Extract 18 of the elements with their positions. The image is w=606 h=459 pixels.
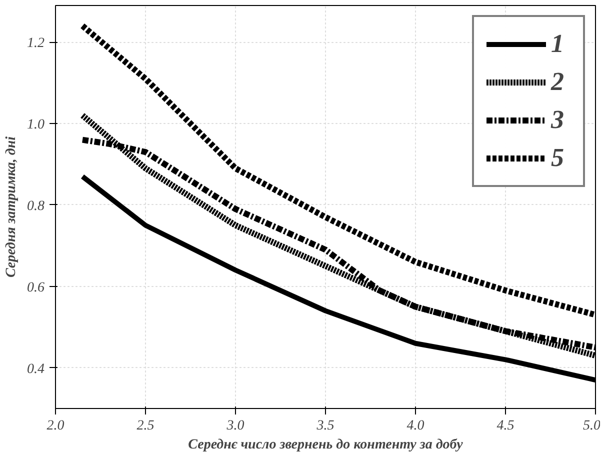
y-tick-label: 0.4	[27, 362, 44, 377]
x-tick-label: 5.0	[583, 418, 600, 434]
x-tick-label: 3.0	[226, 418, 244, 434]
y-tick-label: 0.8	[27, 198, 44, 214]
y-tick-label: 1.2	[27, 36, 44, 52]
x-tick-label: 2.0	[46, 418, 64, 434]
legend-label: 3	[551, 105, 565, 135]
legend-label: 5	[551, 143, 565, 173]
y-tick-label: 0.6	[27, 280, 44, 296]
x-tick-label: 2.5	[136, 418, 154, 434]
x-tick-label: 3.5	[316, 418, 334, 434]
legend-label: 1	[551, 29, 565, 59]
x-axis-title: Середнє число звернень до контенту за добу	[188, 438, 464, 452]
x-tick-label: 4.0	[406, 418, 424, 434]
y-axis-title: Середня затримка, дні	[4, 136, 19, 278]
legend-label: 2	[551, 67, 565, 97]
y-tick-label: 1.0	[27, 118, 44, 133]
x-tick-label: 4.5	[496, 418, 514, 434]
